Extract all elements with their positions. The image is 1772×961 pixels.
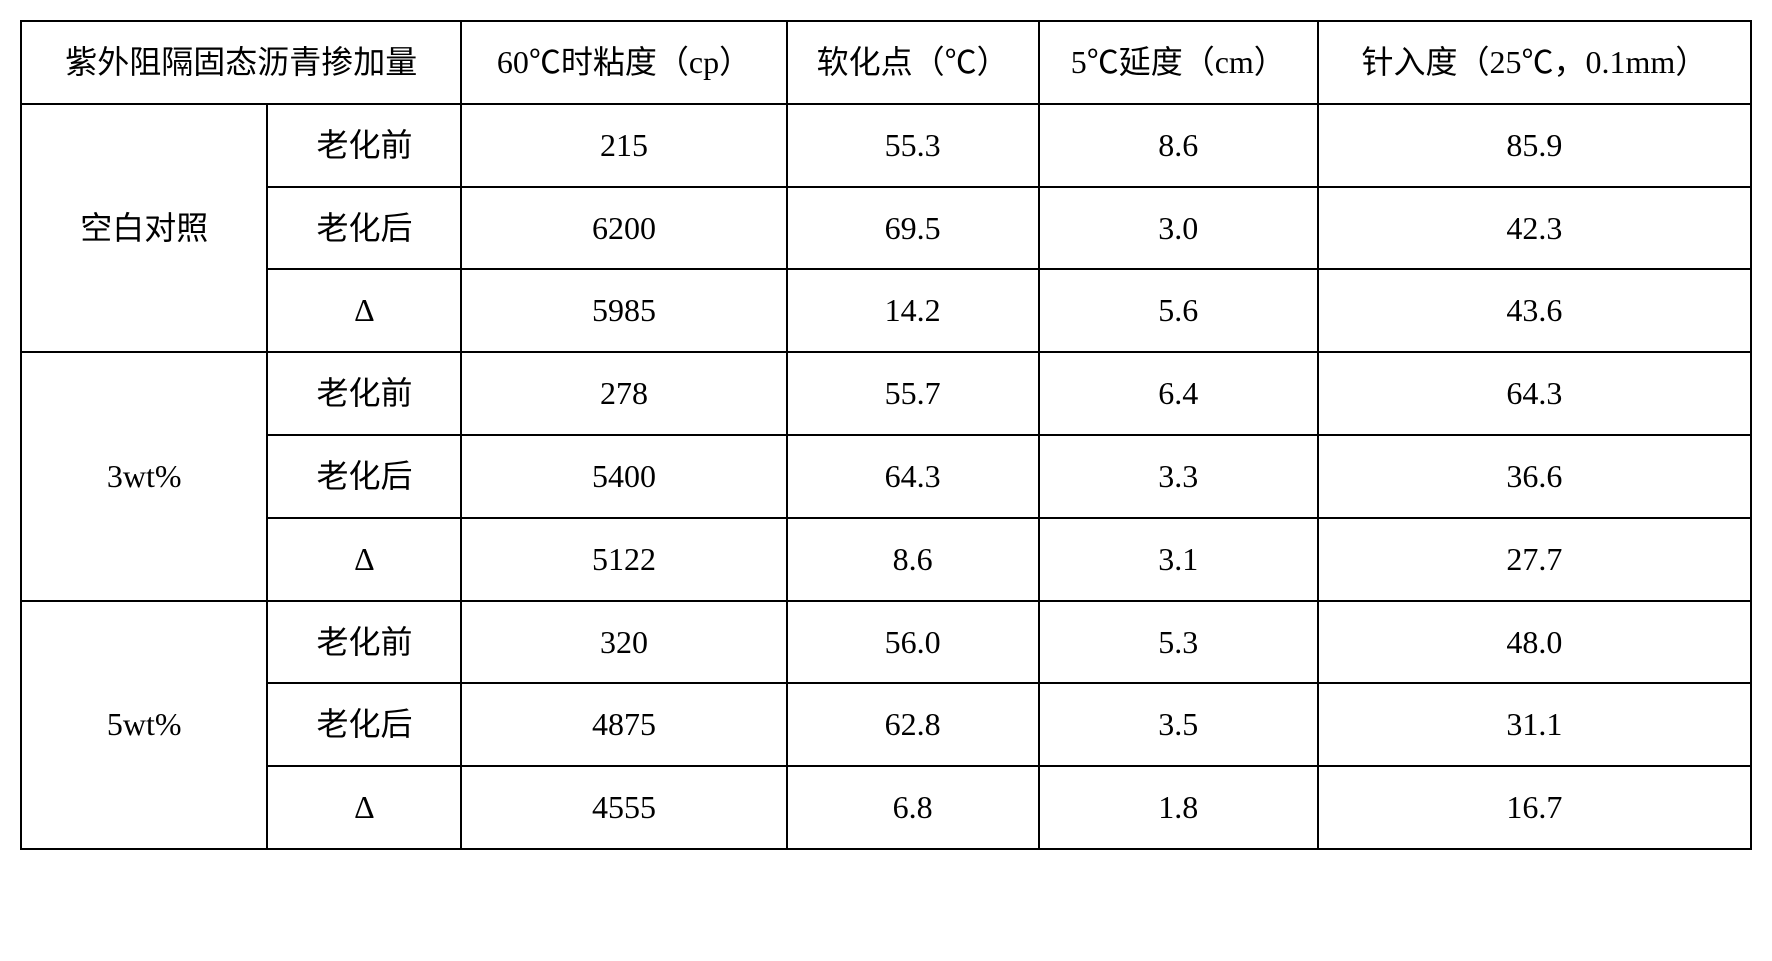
header-softening: 软化点（℃） [787,21,1039,104]
condition-cell: 老化后 [267,683,461,766]
data-cell: 69.5 [787,187,1039,270]
condition-cell: 老化后 [267,187,461,270]
table-row: 3wt% 老化前 278 55.7 6.4 64.3 [21,352,1751,435]
condition-cell: Δ [267,269,461,352]
data-cell: 5400 [461,435,786,518]
data-cell: 1.8 [1039,766,1318,849]
data-cell: 5985 [461,269,786,352]
data-cell: 36.6 [1318,435,1751,518]
data-cell: 6.4 [1039,352,1318,435]
group-label: 3wt% [21,352,267,600]
header-penetration: 针入度（25℃，0.1mm） [1318,21,1751,104]
data-cell: 4875 [461,683,786,766]
data-cell: 5122 [461,518,786,601]
table-row: Δ 4555 6.8 1.8 16.7 [21,766,1751,849]
data-cell: 8.6 [787,518,1039,601]
header-row: 紫外阻隔固态沥青掺加量 60℃时粘度（cp） 软化点（℃） 5℃延度（cm） 针… [21,21,1751,104]
data-cell: 31.1 [1318,683,1751,766]
data-cell: 27.7 [1318,518,1751,601]
table-row: 5wt% 老化前 320 56.0 5.3 48.0 [21,601,1751,684]
table-row: 老化后 4875 62.8 3.5 31.1 [21,683,1751,766]
data-cell: 3.0 [1039,187,1318,270]
data-cell: 62.8 [787,683,1039,766]
data-cell: 5.6 [1039,269,1318,352]
condition-cell: 老化前 [267,352,461,435]
data-cell: 64.3 [787,435,1039,518]
data-cell: 16.7 [1318,766,1751,849]
data-cell: 3.5 [1039,683,1318,766]
group-label: 5wt% [21,601,267,849]
table-row: Δ 5122 8.6 3.1 27.7 [21,518,1751,601]
data-cell: 85.9 [1318,104,1751,187]
data-cell: 5.3 [1039,601,1318,684]
table-row: 老化后 5400 64.3 3.3 36.6 [21,435,1751,518]
data-cell: 6.8 [787,766,1039,849]
condition-cell: Δ [267,518,461,601]
header-viscosity: 60℃时粘度（cp） [461,21,786,104]
data-cell: 56.0 [787,601,1039,684]
data-cell: 14.2 [787,269,1039,352]
table-row: 空白对照 老化前 215 55.3 8.6 85.9 [21,104,1751,187]
group-label: 空白对照 [21,104,267,352]
data-cell: 55.3 [787,104,1039,187]
data-cell: 42.3 [1318,187,1751,270]
condition-cell: 老化前 [267,601,461,684]
data-cell: 64.3 [1318,352,1751,435]
data-cell: 320 [461,601,786,684]
table-row: 老化后 6200 69.5 3.0 42.3 [21,187,1751,270]
data-cell: 8.6 [1039,104,1318,187]
data-cell: 55.7 [787,352,1039,435]
data-cell: 3.3 [1039,435,1318,518]
data-cell: 4555 [461,766,786,849]
table-row: Δ 5985 14.2 5.6 43.6 [21,269,1751,352]
condition-cell: Δ [267,766,461,849]
condition-cell: 老化前 [267,104,461,187]
data-table: 紫外阻隔固态沥青掺加量 60℃时粘度（cp） 软化点（℃） 5℃延度（cm） 针… [20,20,1752,850]
data-cell: 278 [461,352,786,435]
data-cell: 43.6 [1318,269,1751,352]
data-cell: 3.1 [1039,518,1318,601]
header-additive: 紫外阻隔固态沥青掺加量 [21,21,461,104]
condition-cell: 老化后 [267,435,461,518]
data-cell: 215 [461,104,786,187]
data-cell: 48.0 [1318,601,1751,684]
data-cell: 6200 [461,187,786,270]
header-ductility: 5℃延度（cm） [1039,21,1318,104]
